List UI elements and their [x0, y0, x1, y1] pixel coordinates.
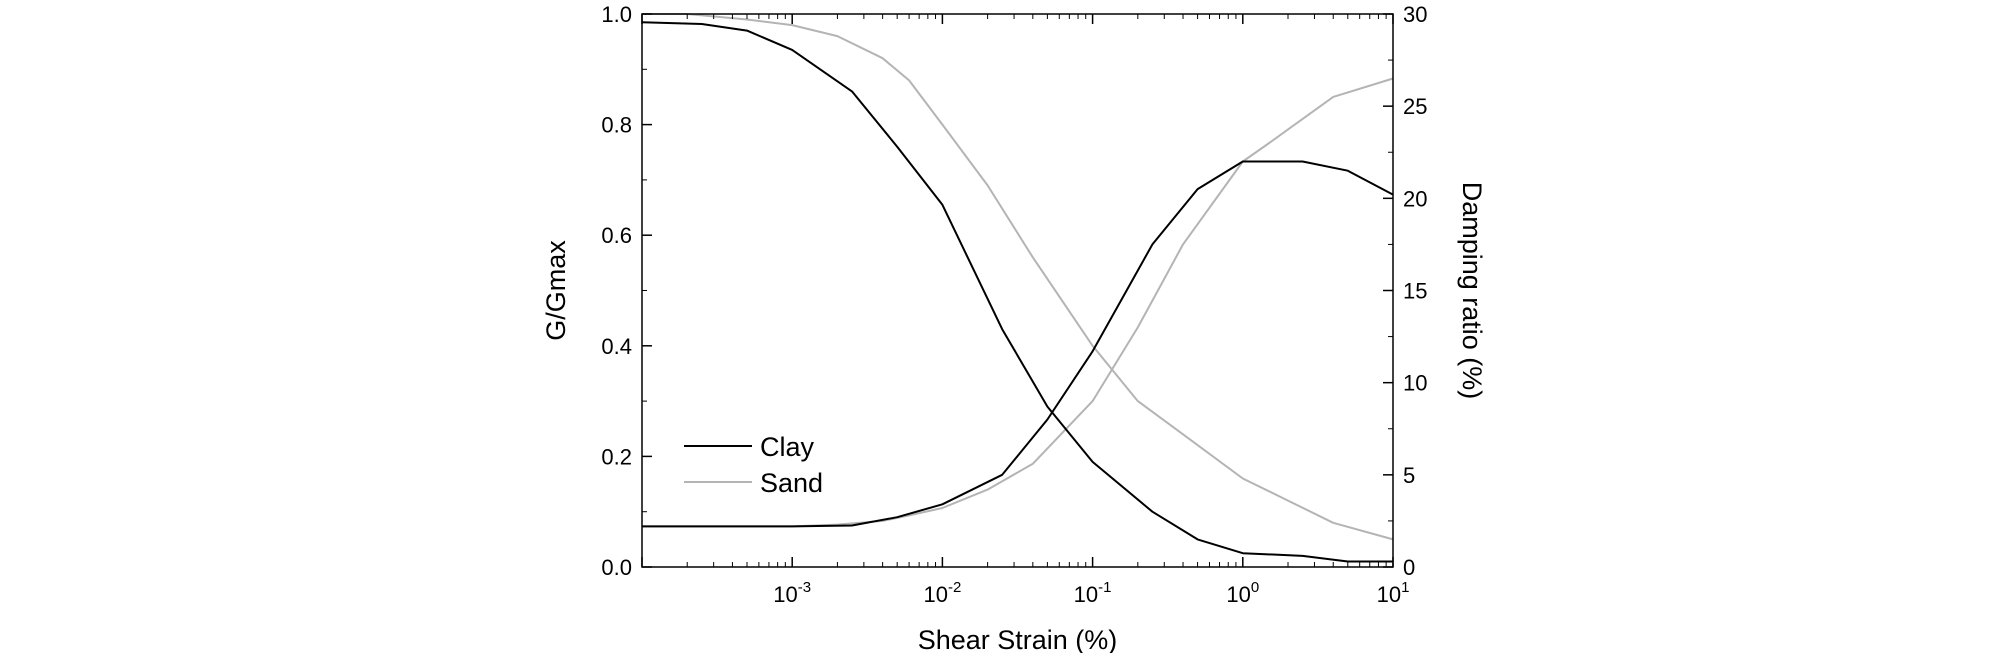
y-axis-right-title: Damping ratio (%)	[1457, 182, 1487, 400]
legend-label-sand: Sand	[760, 468, 823, 498]
x-axis-title: Shear Strain (%)	[918, 625, 1118, 653]
y-right-tick-label: 10	[1403, 371, 1427, 396]
y-right-tick-label: 0	[1403, 555, 1415, 580]
y-left-tick-label: 0.0	[601, 555, 632, 580]
labels-layer: 10-3 10-2 10-1 100 101 0.0 0.2 0.4 0.6 0.8 1.0 0 5 10…	[601, 2, 1427, 607]
y-left-tick-label: 0.2	[601, 444, 632, 469]
y-right-tick-label: 15	[1403, 279, 1427, 304]
series-clay-damping	[642, 160, 1394, 528]
x-tick-label: 10-2	[923, 579, 961, 607]
y-left-tick-label: 0.8	[601, 113, 632, 138]
y-right-tick-label: 20	[1403, 186, 1427, 211]
y-right-tick-label: 25	[1403, 94, 1427, 119]
y-left-tick-label: 0.4	[601, 334, 632, 359]
series-layer	[641, 13, 1394, 563]
plot-frame	[641, 13, 1394, 568]
series-sand-damping	[642, 77, 1394, 528]
y-right-tick-label: 5	[1403, 463, 1415, 488]
legend-label-clay: Clay	[760, 432, 815, 462]
y-right-tick-label: 30	[1403, 2, 1427, 27]
x-tick-label: 100	[1226, 579, 1259, 607]
y-axis-left-title: G/Gmax	[541, 240, 571, 341]
series-sand-modulus	[642, 13, 1394, 541]
ticks-layer	[641, 13, 1394, 568]
legend: Clay Sand	[684, 432, 823, 498]
x-tick-label: 10-1	[1074, 579, 1112, 607]
x-tick-label: 10-3	[773, 579, 811, 607]
series-clay-modulus	[641, 21, 1393, 563]
y-left-tick-label: 0.6	[601, 223, 632, 248]
y-left-tick-label: 1.0	[601, 2, 632, 27]
x-tick-label: 101	[1377, 579, 1410, 607]
